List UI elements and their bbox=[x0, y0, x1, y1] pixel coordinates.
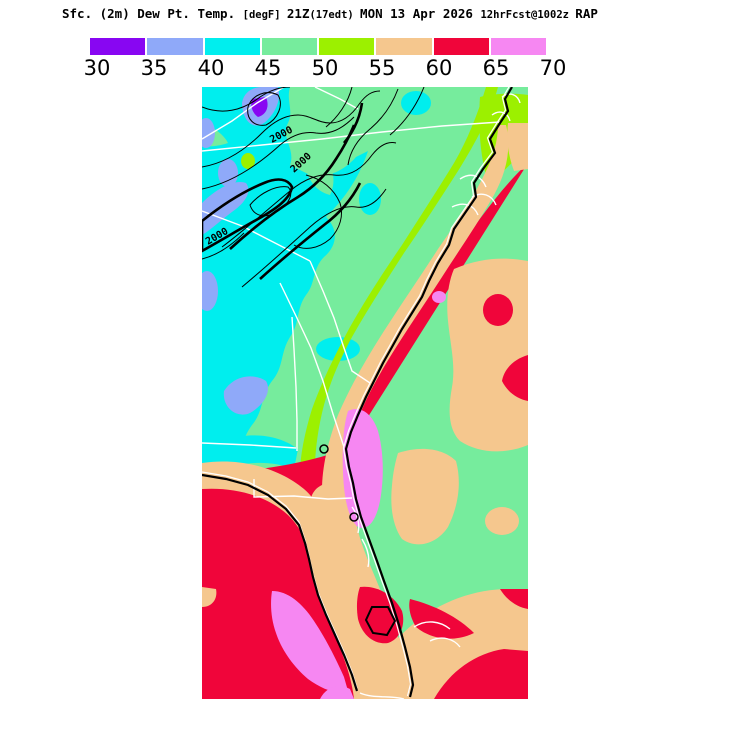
colorbar-tick-label: 35 bbox=[140, 56, 168, 80]
dewpoint-region-60-65-ocean bbox=[202, 163, 528, 699]
colorbar-segment-55-60 bbox=[376, 38, 432, 55]
colorbar-tick-label: 50 bbox=[311, 56, 339, 80]
colorbar-segment-45-50 bbox=[261, 38, 317, 55]
colorbar-tick-label: 55 bbox=[368, 56, 396, 80]
colorbar-tick-label: 45 bbox=[254, 56, 282, 80]
state-borders bbox=[202, 87, 521, 699]
dewpoint-region-60-65-patches bbox=[356, 294, 528, 699]
map-title-segment: RAP bbox=[575, 6, 598, 21]
map-title-segment: (17edt) bbox=[309, 9, 361, 21]
dewpoint-region-30-35 bbox=[251, 97, 268, 117]
colorbar bbox=[90, 38, 546, 55]
colorbar-tick-label: 65 bbox=[482, 56, 510, 80]
dewpoint-region-65-70 bbox=[271, 291, 446, 699]
coastline bbox=[202, 87, 513, 698]
elevation-contour-2000 bbox=[202, 102, 364, 280]
map-title-segment: MON 13 Apr 2026 bbox=[360, 6, 481, 21]
colorbar-tick-label: 40 bbox=[197, 56, 225, 80]
map-title-segment: 21Z bbox=[286, 6, 310, 21]
colorbar-segment-50-55 bbox=[319, 38, 375, 55]
colorbar-tick-label: 70 bbox=[539, 56, 567, 80]
colorbar-segment-60-65 bbox=[433, 38, 489, 55]
elevation-contours bbox=[202, 87, 425, 288]
dewpoint-contour-rings bbox=[319, 444, 397, 637]
map-title-segment: 12hrFcst@1002z bbox=[480, 9, 576, 21]
colorbar-tick-label: 30 bbox=[83, 56, 111, 80]
map-title: Sfc. (2m) Dew Pt. Temp. [degF] 21Z(17edt… bbox=[62, 6, 598, 21]
colorbar-segment-65-70 bbox=[490, 38, 546, 55]
map-title-segment: Sfc. (2m) Dew Pt. Temp. bbox=[62, 6, 243, 21]
colorbar-segment-40-45 bbox=[204, 38, 260, 55]
forecast-map: 2000 2000 2000 bbox=[202, 87, 528, 699]
colorbar-segment-30-35 bbox=[90, 38, 146, 55]
colorbar-tick-label: 60 bbox=[425, 56, 453, 80]
colorbar-segment-35-40 bbox=[147, 38, 203, 55]
map-title-segment: [degF] bbox=[242, 9, 287, 21]
